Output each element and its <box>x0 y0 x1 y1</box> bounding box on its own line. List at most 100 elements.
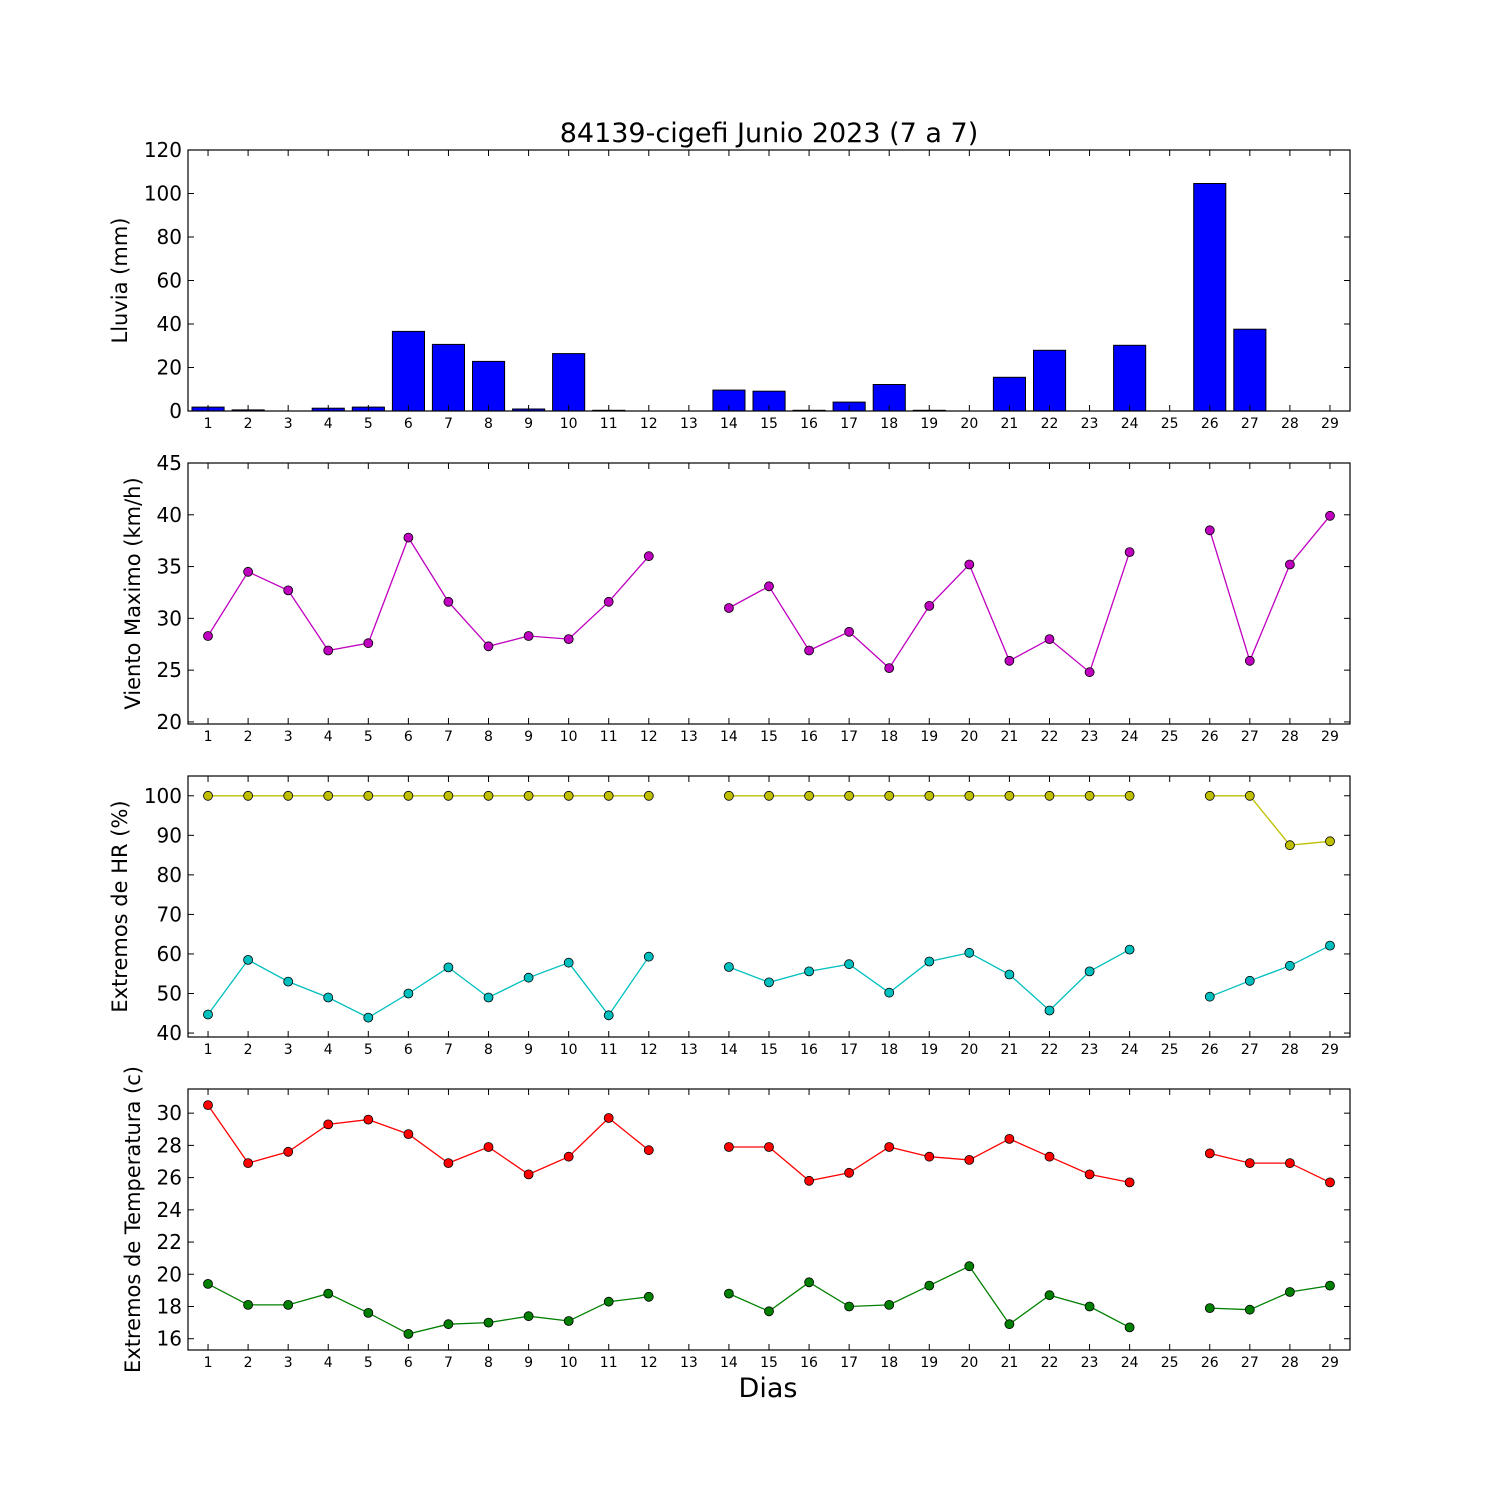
data-point <box>1004 969 1015 980</box>
x-tick-label: 21 <box>1000 729 1018 745</box>
data-point <box>443 790 454 801</box>
data-point <box>1044 790 1055 801</box>
data-point <box>724 790 734 801</box>
x-tick-label: 29 <box>1321 1355 1339 1371</box>
data-point <box>764 1306 774 1317</box>
x-tick-label: 4 <box>324 416 333 432</box>
x-tick-label: 25 <box>1161 1355 1179 1371</box>
data-point <box>1325 510 1335 521</box>
data-point <box>1124 790 1135 801</box>
data-point <box>283 790 294 801</box>
x-tick-label: 16 <box>800 729 818 745</box>
data-point <box>403 532 414 543</box>
data-point <box>1244 1304 1255 1315</box>
y-tick-label: 45 <box>157 451 182 475</box>
x-tick-label: 21 <box>1000 416 1018 432</box>
data-point <box>403 1329 414 1339</box>
x-tick-label: 17 <box>840 1042 858 1058</box>
data-point <box>203 1009 213 1020</box>
x-tick-label: 3 <box>284 729 293 745</box>
data-point <box>764 977 774 988</box>
x-tick-label: 4 <box>324 1355 333 1371</box>
data-point <box>1204 991 1215 1002</box>
data-point <box>1004 655 1015 666</box>
x-tick-label: 22 <box>1041 1042 1059 1058</box>
x-tick-label: 9 <box>524 729 533 745</box>
y-axis-label: Lluvia (mm) <box>108 218 132 344</box>
data-point <box>403 790 414 801</box>
x-tick-label: 13 <box>680 416 698 432</box>
x-tick-label: 2 <box>244 416 253 432</box>
y-tick-label: 35 <box>157 555 182 579</box>
y-tick-label: 25 <box>157 658 182 682</box>
data-point <box>363 1114 374 1125</box>
data-point <box>1124 547 1135 557</box>
rain-bar <box>1113 344 1147 412</box>
data-point <box>483 790 494 801</box>
y-tick-label: 20 <box>157 1262 182 1286</box>
y-tick-label: 22 <box>157 1230 182 1254</box>
data-point <box>323 1119 334 1130</box>
series-2 <box>203 1261 1335 1339</box>
x-tick-label: 2 <box>244 1042 253 1058</box>
data-point <box>563 1151 574 1162</box>
x-tick-label: 26 <box>1201 1042 1219 1058</box>
x-tick-label: 26 <box>1201 729 1219 745</box>
data-point <box>243 566 254 577</box>
x-tick-label: 18 <box>880 729 898 745</box>
x-tick-label: 29 <box>1321 416 1339 432</box>
data-point <box>1325 1177 1335 1188</box>
y-tick-label: 120 <box>144 138 182 162</box>
x-tick-label: 22 <box>1041 729 1059 745</box>
data-point <box>1325 836 1335 847</box>
x-tick-label: 24 <box>1121 1042 1139 1058</box>
data-point <box>1084 1169 1095 1180</box>
data-point <box>924 956 935 967</box>
x-tick-label: 28 <box>1281 416 1299 432</box>
data-point <box>243 955 254 965</box>
data-point <box>523 972 534 983</box>
x-tick-label: 10 <box>560 416 578 432</box>
data-point <box>764 1142 774 1152</box>
y-tick-label: 20 <box>157 356 182 380</box>
data-point <box>443 1158 454 1168</box>
data-point <box>203 790 213 801</box>
x-tick-label: 13 <box>680 729 698 745</box>
y-tick-label: 60 <box>157 942 182 966</box>
data-point <box>483 992 494 1003</box>
data-point <box>323 645 334 656</box>
x-tick-label: 25 <box>1161 416 1179 432</box>
x-tick-label: 21 <box>1000 1042 1018 1058</box>
data-point <box>804 645 814 656</box>
x-tick-label: 15 <box>760 1355 778 1371</box>
data-point <box>1044 1290 1055 1301</box>
x-tick-label: 15 <box>760 416 778 432</box>
data-point <box>563 634 574 644</box>
x-tick-label: 1 <box>204 729 213 745</box>
data-point <box>323 992 334 1003</box>
x-tick-label: 12 <box>640 729 658 745</box>
data-point <box>603 1296 614 1307</box>
chart-title: 84139-cigefi Junio 2023 (7 a 7) <box>560 118 979 149</box>
data-point <box>523 790 534 801</box>
data-point <box>523 631 534 641</box>
data-point <box>283 1300 294 1310</box>
x-tick-label: 4 <box>324 1042 333 1058</box>
series-1 <box>203 790 1335 851</box>
x-tick-label: 8 <box>484 729 493 745</box>
x-tick-label: 14 <box>720 1355 738 1371</box>
x-tick-label: 14 <box>720 729 738 745</box>
x-tick-label: 8 <box>484 1355 493 1371</box>
x-tick-label: 20 <box>960 729 978 745</box>
series-line <box>207 536 650 652</box>
data-point <box>764 790 774 801</box>
x-tick-label: 12 <box>640 1355 658 1371</box>
x-tick-label: 6 <box>404 1042 413 1058</box>
x-tick-label: 7 <box>444 416 453 432</box>
y-tick-label: 18 <box>157 1295 182 1319</box>
data-point <box>563 957 574 968</box>
data-point <box>203 631 213 641</box>
series-1 <box>203 510 1335 678</box>
x-tick-label: 28 <box>1281 1355 1299 1371</box>
